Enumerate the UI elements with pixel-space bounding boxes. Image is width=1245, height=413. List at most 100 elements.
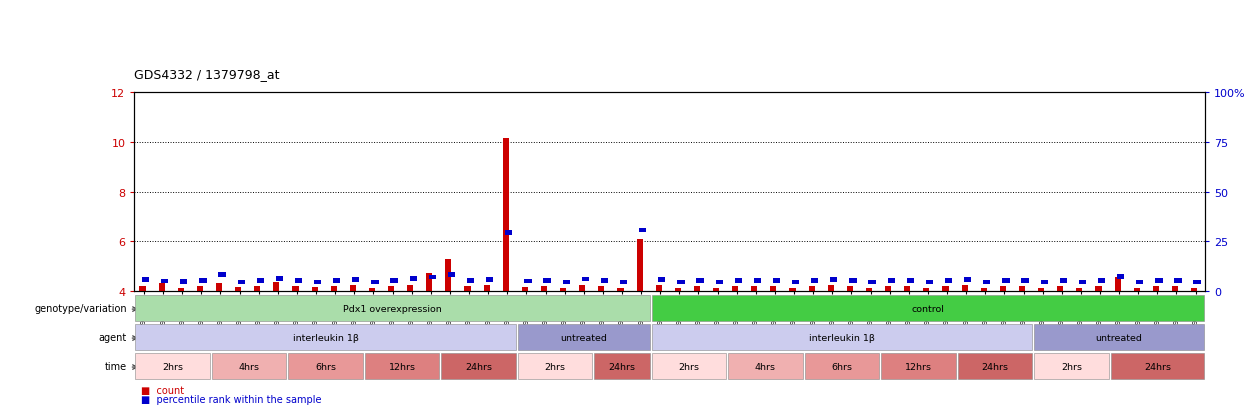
Bar [1172, 286, 1178, 291]
Bar [486, 278, 493, 282]
Bar [696, 278, 703, 283]
Bar [1114, 278, 1120, 291]
Text: 24hrs: 24hrs [466, 362, 492, 371]
Text: GDS4332 / 1379798_at: GDS4332 / 1379798_at [134, 68, 280, 81]
Bar [924, 289, 930, 291]
Bar [904, 286, 910, 291]
Text: 4hrs: 4hrs [239, 362, 260, 371]
Bar [428, 275, 436, 280]
Bar [961, 285, 967, 291]
Text: 2hrs: 2hrs [679, 362, 700, 371]
Bar [218, 273, 225, 277]
Bar [503, 139, 509, 291]
Bar [1096, 286, 1102, 291]
Text: 2hrs: 2hrs [544, 362, 565, 371]
Bar [388, 286, 395, 291]
Bar [945, 278, 952, 283]
Bar [161, 279, 168, 283]
Text: 12hrs: 12hrs [388, 362, 416, 371]
Bar [1021, 278, 1028, 283]
Bar [1076, 289, 1082, 291]
Bar [139, 286, 146, 291]
Text: 6hrs: 6hrs [315, 362, 336, 371]
Bar [235, 287, 242, 291]
Bar [906, 278, 914, 283]
Bar [295, 278, 303, 283]
Text: 24hrs: 24hrs [609, 362, 635, 371]
Bar [293, 286, 299, 291]
Bar [771, 286, 777, 291]
Text: interleukin 1β: interleukin 1β [293, 333, 359, 342]
Bar [197, 286, 203, 291]
Bar [810, 278, 818, 283]
Text: 4hrs: 4hrs [754, 362, 776, 371]
Bar [467, 278, 474, 283]
Bar [677, 280, 685, 285]
Bar [1191, 289, 1198, 291]
Bar [1057, 286, 1063, 291]
Bar [178, 289, 184, 291]
Bar [693, 286, 700, 291]
Bar [158, 284, 164, 291]
Bar [331, 286, 336, 291]
Bar [659, 278, 665, 282]
Bar [869, 280, 875, 285]
Bar [579, 285, 585, 291]
Bar [828, 285, 834, 291]
Text: 2hrs: 2hrs [1061, 362, 1082, 371]
Text: genotype/variation: genotype/variation [35, 304, 127, 313]
Bar [1174, 278, 1182, 283]
Text: 2hrs: 2hrs [162, 362, 183, 371]
Bar [1000, 286, 1006, 291]
Bar [311, 287, 317, 291]
Bar [563, 280, 570, 285]
Bar [1155, 278, 1163, 283]
Bar [350, 285, 356, 291]
Text: ■  percentile rank within the sample: ■ percentile rank within the sample [141, 394, 321, 404]
Bar [540, 286, 547, 291]
Bar [1194, 280, 1200, 285]
Bar [716, 280, 723, 285]
Bar [942, 286, 949, 291]
Bar [215, 284, 222, 291]
Bar [314, 280, 321, 285]
Bar [256, 278, 264, 283]
Bar [713, 289, 720, 291]
Bar [273, 282, 279, 291]
Bar [426, 274, 432, 291]
Bar [464, 286, 471, 291]
Bar [371, 280, 378, 285]
Text: 24hrs: 24hrs [981, 362, 1008, 371]
Bar [1038, 289, 1045, 291]
Bar [1059, 278, 1067, 283]
Bar [792, 280, 799, 285]
Bar [620, 280, 627, 285]
Bar [636, 239, 642, 291]
Bar [773, 278, 781, 283]
Bar [1098, 278, 1106, 283]
Text: control: control [911, 304, 945, 313]
Bar [675, 289, 681, 291]
Bar [808, 286, 814, 291]
Bar [618, 289, 624, 291]
Bar [735, 278, 742, 283]
Bar [505, 231, 513, 235]
Bar [352, 278, 360, 282]
Text: 6hrs: 6hrs [832, 362, 853, 371]
Bar [522, 287, 528, 291]
Bar [849, 278, 857, 283]
Bar [984, 280, 991, 285]
Bar [964, 278, 971, 282]
Bar [830, 278, 838, 282]
Text: untreated: untreated [560, 333, 608, 342]
Bar [524, 279, 532, 283]
Text: 24hrs: 24hrs [1144, 362, 1170, 371]
Bar [446, 259, 452, 291]
Bar [142, 278, 149, 282]
Bar [599, 286, 604, 291]
Text: ■  count: ■ count [141, 385, 184, 395]
Bar [601, 278, 608, 283]
Bar [888, 278, 895, 283]
Bar [1041, 280, 1048, 285]
Bar [656, 285, 662, 291]
